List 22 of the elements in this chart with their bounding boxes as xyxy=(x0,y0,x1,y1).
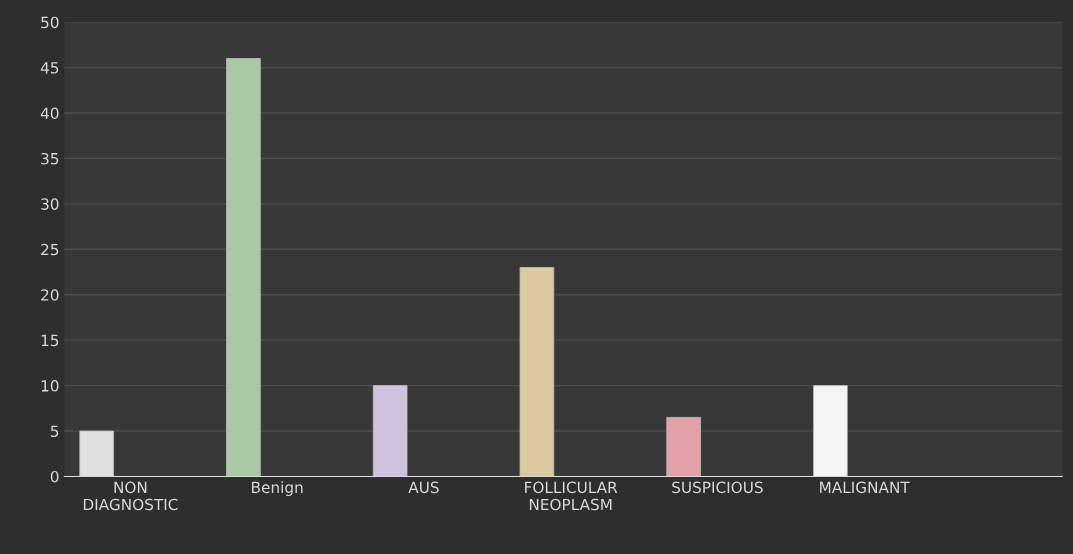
y-tick-label: 40 xyxy=(40,107,59,120)
y-tick-label: 15 xyxy=(41,334,59,347)
x-tick-label: SUSPICIOUS xyxy=(672,481,763,494)
x-tick-label: Benign xyxy=(252,481,303,497)
y-tick-label: 0 xyxy=(50,470,59,483)
bar xyxy=(666,416,701,477)
y-tick-label: 45 xyxy=(40,62,59,74)
bar xyxy=(813,385,848,477)
x-tick-label: FOLLICULAR NEOPLASM xyxy=(525,481,618,511)
x-tick-label: MALIGNANT xyxy=(820,481,910,494)
y-tick-label: 10 xyxy=(41,380,59,392)
bar xyxy=(372,385,408,477)
y-tick-label: 25 xyxy=(41,243,59,256)
y-tick-label: 20 xyxy=(41,289,59,301)
bar xyxy=(226,58,261,477)
x-tick-label: NON DIAGNOSTIC xyxy=(83,481,178,511)
x-tick-label: AUS xyxy=(408,481,439,494)
bar xyxy=(519,267,555,477)
y-tick-label: 30 xyxy=(41,198,59,210)
y-tick-label: 35 xyxy=(41,152,59,165)
y-tick-label: 50 xyxy=(41,16,59,29)
y-tick-label: 5 xyxy=(50,425,59,438)
